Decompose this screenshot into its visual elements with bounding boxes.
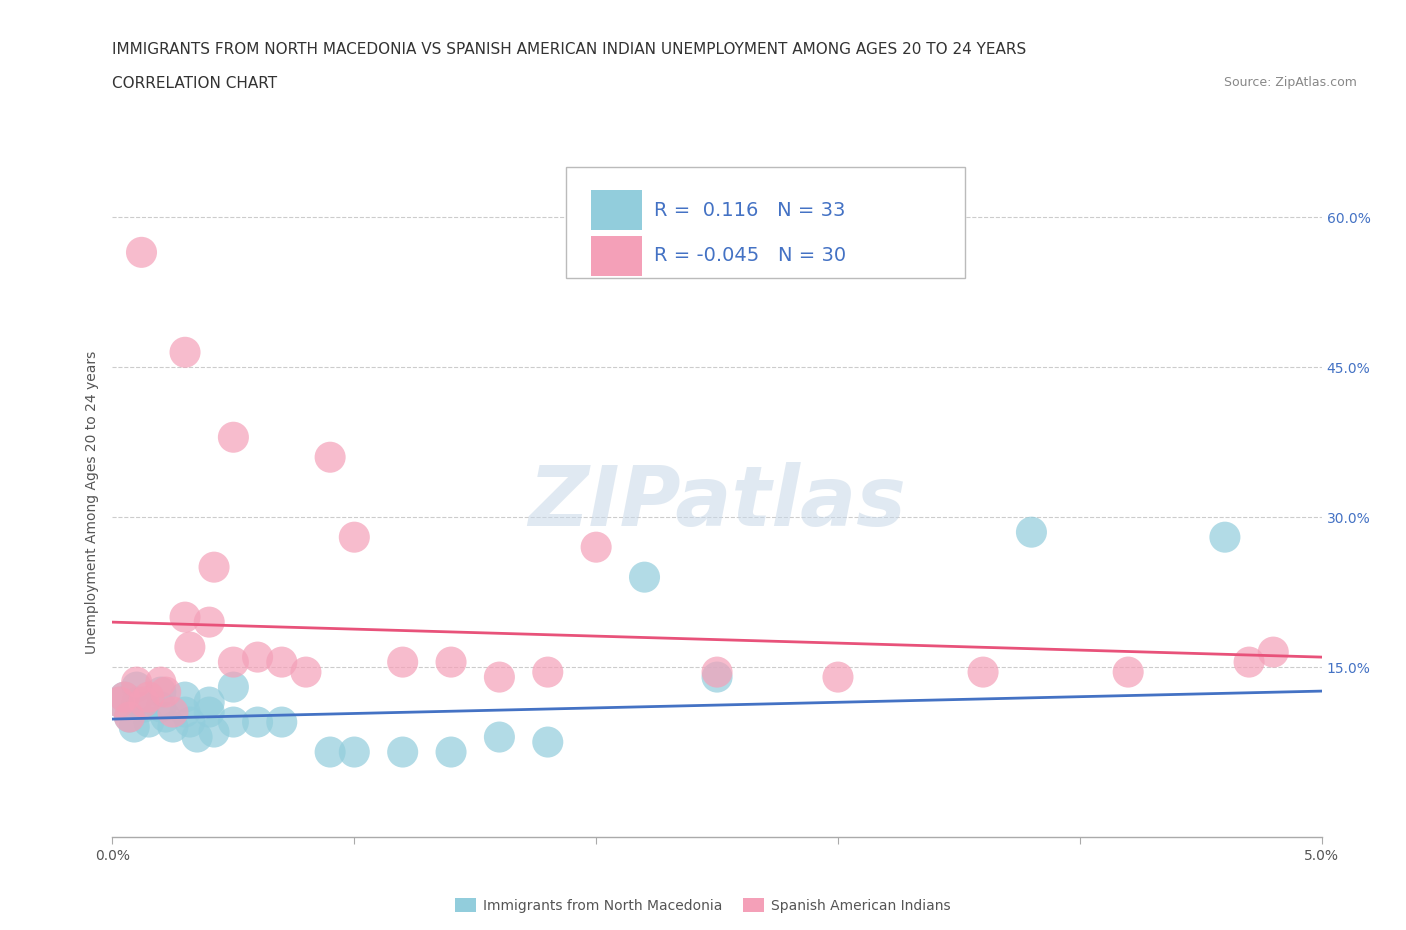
Point xyxy=(198,615,221,630)
Point xyxy=(132,699,155,714)
Point xyxy=(125,695,148,710)
Point xyxy=(827,670,849,684)
Point xyxy=(198,695,221,710)
Point xyxy=(1213,530,1236,545)
Point xyxy=(270,714,292,729)
Point xyxy=(108,695,131,710)
Point xyxy=(222,714,245,729)
Point xyxy=(222,655,245,670)
Point xyxy=(633,570,655,585)
Point xyxy=(174,690,197,705)
Point xyxy=(391,745,413,760)
Legend: Immigrants from North Macedonia, Spanish American Indians: Immigrants from North Macedonia, Spanish… xyxy=(450,893,956,919)
Point xyxy=(295,665,318,680)
Point xyxy=(149,699,172,714)
Point xyxy=(118,710,141,724)
FancyBboxPatch shape xyxy=(592,236,643,275)
Point xyxy=(246,650,269,665)
Point xyxy=(179,714,201,729)
Point xyxy=(132,695,155,710)
Point xyxy=(585,539,607,554)
Point xyxy=(155,684,177,699)
Point xyxy=(149,684,172,699)
Point xyxy=(1116,665,1139,680)
Point xyxy=(198,705,221,720)
Point xyxy=(440,655,463,670)
Point xyxy=(440,745,463,760)
Point xyxy=(488,730,510,745)
Point xyxy=(706,670,728,684)
Point xyxy=(391,655,413,670)
Point xyxy=(488,670,510,684)
Text: Source: ZipAtlas.com: Source: ZipAtlas.com xyxy=(1223,76,1357,89)
Point xyxy=(162,720,184,735)
Point xyxy=(162,705,184,720)
Text: CORRELATION CHART: CORRELATION CHART xyxy=(112,76,277,91)
Point xyxy=(246,714,269,729)
Point xyxy=(186,730,208,745)
Point xyxy=(125,674,148,689)
Point xyxy=(270,655,292,670)
Point xyxy=(179,640,201,655)
Point xyxy=(202,724,225,739)
Point xyxy=(125,680,148,695)
Point xyxy=(319,745,342,760)
Point xyxy=(222,680,245,695)
Point xyxy=(174,610,197,625)
Point xyxy=(174,345,197,360)
FancyBboxPatch shape xyxy=(592,191,643,230)
Point xyxy=(706,665,728,680)
Point xyxy=(114,690,136,705)
Point xyxy=(122,720,145,735)
Point xyxy=(155,710,177,724)
Point xyxy=(1263,644,1285,659)
Point xyxy=(149,674,172,689)
Point xyxy=(972,665,994,680)
Point xyxy=(343,530,366,545)
Point xyxy=(118,710,141,724)
Point xyxy=(319,450,342,465)
Point xyxy=(537,735,560,750)
Text: R = -0.045   N = 30: R = -0.045 N = 30 xyxy=(654,246,846,265)
Point xyxy=(114,690,136,705)
Point xyxy=(1021,525,1043,539)
Point xyxy=(343,745,366,760)
Text: IMMIGRANTS FROM NORTH MACEDONIA VS SPANISH AMERICAN INDIAN UNEMPLOYMENT AMONG AG: IMMIGRANTS FROM NORTH MACEDONIA VS SPANI… xyxy=(112,42,1026,57)
Y-axis label: Unemployment Among Ages 20 to 24 years: Unemployment Among Ages 20 to 24 years xyxy=(86,351,100,654)
Point xyxy=(1237,655,1260,670)
Point xyxy=(131,245,153,259)
Point xyxy=(108,695,131,710)
FancyBboxPatch shape xyxy=(565,167,965,278)
Point xyxy=(222,430,245,445)
Point xyxy=(138,714,160,729)
Point xyxy=(138,690,160,705)
Point xyxy=(174,705,197,720)
Text: R =  0.116   N = 33: R = 0.116 N = 33 xyxy=(654,201,845,219)
Point xyxy=(537,665,560,680)
Text: ZIPatlas: ZIPatlas xyxy=(529,461,905,543)
Point xyxy=(202,560,225,575)
